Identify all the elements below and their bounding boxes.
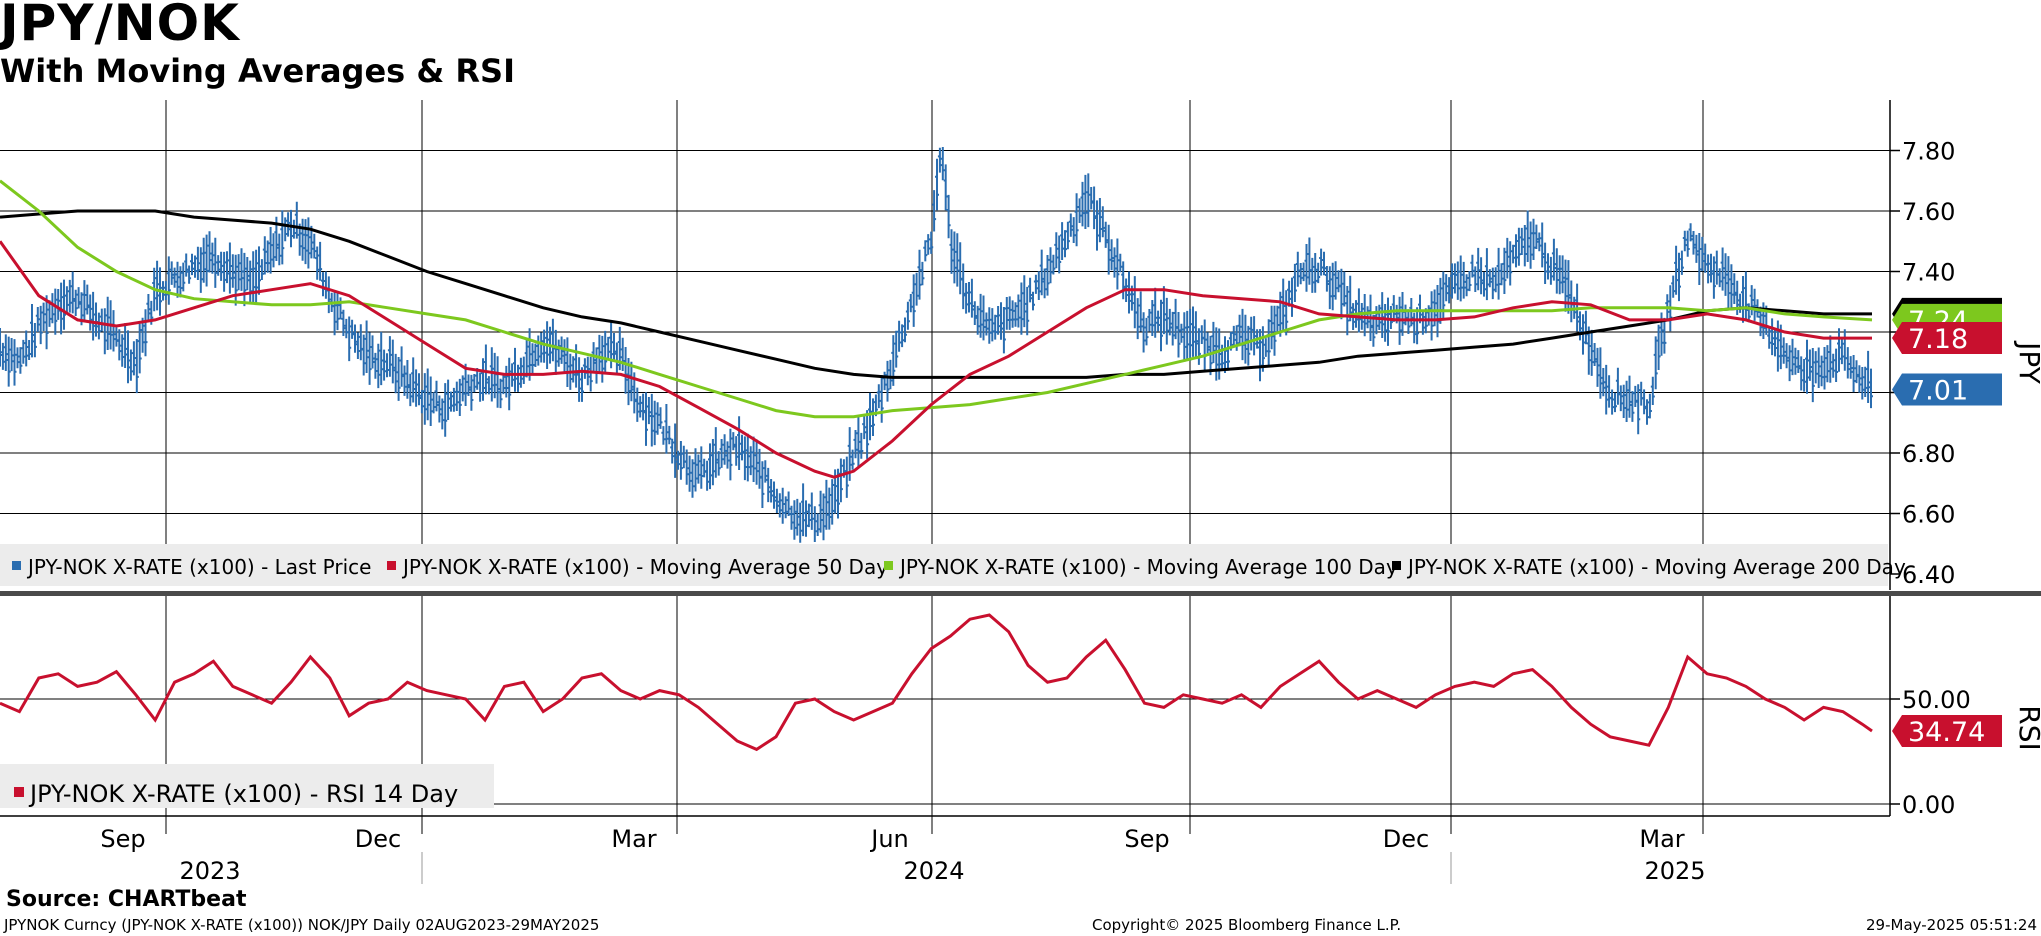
y-tick-label: 7.40: [1902, 259, 1955, 287]
copyright: Copyright© 2025 Bloomberg Finance L.P.: [1092, 916, 1402, 934]
price-bars-path: [0, 147, 1873, 543]
x-tick-label: Dec: [1383, 825, 1429, 853]
x-tick-label: Sep: [100, 825, 145, 853]
y-tick-label: 6.40: [1902, 561, 1955, 589]
price-panel: 6.406.606.807.007.207.407.607.80 JPY 7.2…: [0, 100, 2041, 590]
legend-label-ma-100: JPY-NOK X-RATE (x100) - Moving Average 1…: [898, 555, 1398, 579]
rsi-y-axis-label: RSI: [2013, 705, 2041, 751]
tag-rsi: 34.74: [1892, 715, 2002, 748]
legend-swatch-last-price: [12, 561, 21, 570]
legend-label-rsi: JPY-NOK X-RATE (x100) - RSI 14 Day: [28, 780, 458, 808]
y-tick-label: 7.60: [1902, 198, 1955, 226]
price-legend: [0, 544, 1888, 586]
tag-ma-50: 7.18: [1892, 322, 2002, 355]
x-tick-label: Mar: [611, 825, 656, 853]
series-ma-200: [0, 209, 1872, 379]
legend-swatch-rsi: [14, 787, 24, 797]
x-tick-label: Dec: [355, 825, 401, 853]
y-tick-label: 50.00: [1902, 686, 1971, 714]
end-tag-shape: [1892, 715, 2002, 748]
price-end-value-tags: 7.267.247.187.01: [1892, 297, 2002, 406]
x-tick-label: Jun: [869, 825, 909, 853]
rsi-legend: [0, 764, 494, 808]
chart-subtitle: With Moving Averages & RSI: [0, 52, 515, 90]
legend-label-last-price: JPY-NOK X-RATE (x100) - Last Price: [26, 555, 371, 579]
end-tag-label: 34.74: [1908, 717, 1985, 748]
chart-title: JPY/NOK: [0, 0, 240, 52]
timestamp: 29-May-2025 05:51:24: [1866, 916, 2037, 934]
price-y-axis-label: JPY: [2013, 340, 2041, 385]
y-tick-label: 7.80: [1902, 138, 1955, 166]
y-tick-label: 0.00: [1902, 791, 1955, 819]
legend-swatch-ma-200: [1392, 561, 1401, 570]
series-ma-50: [0, 240, 1872, 479]
legend-swatch-ma-100: [884, 561, 893, 570]
panel-separator: [0, 591, 2041, 596]
x-tick-label: Mar: [1639, 825, 1684, 853]
tag-last-price: 7.01: [1892, 373, 2002, 406]
price-horizontal-gridlines: [0, 150, 1890, 514]
rsi-end-value-tag: 34.74: [1892, 715, 2002, 748]
end-tag-label: 7.18: [1908, 324, 1968, 355]
rsi-panel: 0.00 50.00 RSI 34.74 JPY-NOK X-RATE (x100…: [0, 596, 2041, 834]
source-note: Source: CHARTbeat: [6, 887, 247, 912]
legend-label-ma-200: JPY-NOK X-RATE (x100) - Moving Average 2…: [1406, 555, 1906, 579]
end-tag-shape: [1892, 322, 2002, 355]
x-tick-label: Sep: [1124, 825, 1169, 853]
legend-label-ma-50: JPY-NOK X-RATE (x100) - Moving Average 5…: [401, 555, 888, 579]
rsi-y-axis: 0.00 50.00: [1890, 686, 1971, 819]
x-axis-month-labels: Sep Dec Mar Jun Sep Dec Mar: [100, 825, 1684, 853]
x-year-label: 2024: [903, 857, 964, 885]
x-year-label: 2025: [1644, 857, 1705, 885]
x-axis-year-labels: 2023 2024 2025: [179, 852, 1706, 885]
series-ma-100: [0, 179, 1873, 419]
x-year-label: 2023: [179, 857, 240, 885]
y-tick-label: 6.80: [1902, 440, 1955, 468]
series-last-price: [0, 147, 1873, 543]
legend-swatch-ma-50: [387, 561, 396, 570]
end-tag-label: 7.01: [1908, 375, 1968, 406]
y-tick-label: 6.60: [1902, 501, 1955, 529]
end-tag-shape: [1892, 373, 2002, 406]
series-rsi-14: [0, 613, 1873, 752]
ticker-info: JPYNOK Curncy (JPY-NOK X-RATE (x100)) NO…: [4, 916, 600, 934]
price-y-axis: 6.406.606.807.007.207.407.607.80: [1890, 138, 1955, 589]
x-axis: Sep Dec Mar Jun Sep Dec Mar 2023 2024 2025: [0, 815, 1890, 885]
